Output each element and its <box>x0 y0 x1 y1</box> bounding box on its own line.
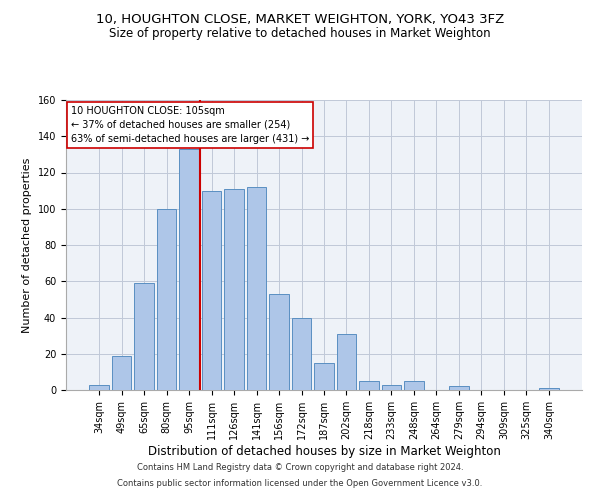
Y-axis label: Number of detached properties: Number of detached properties <box>22 158 32 332</box>
Text: Size of property relative to detached houses in Market Weighton: Size of property relative to detached ho… <box>109 28 491 40</box>
Text: 10, HOUGHTON CLOSE, MARKET WEIGHTON, YORK, YO43 3FZ: 10, HOUGHTON CLOSE, MARKET WEIGHTON, YOR… <box>96 12 504 26</box>
Bar <box>157 209 176 390</box>
Bar <box>539 388 559 390</box>
Bar <box>179 149 199 390</box>
Bar <box>224 189 244 390</box>
Bar <box>359 381 379 390</box>
Bar <box>247 187 266 390</box>
Bar <box>382 384 401 390</box>
Text: Contains public sector information licensed under the Open Government Licence v3: Contains public sector information licen… <box>118 478 482 488</box>
Bar <box>314 363 334 390</box>
Bar <box>89 384 109 390</box>
Bar <box>202 190 221 390</box>
Bar <box>292 318 311 390</box>
X-axis label: Distribution of detached houses by size in Market Weighton: Distribution of detached houses by size … <box>148 444 500 458</box>
Text: Contains HM Land Registry data © Crown copyright and database right 2024.: Contains HM Land Registry data © Crown c… <box>137 464 463 472</box>
Bar <box>134 283 154 390</box>
Bar <box>449 386 469 390</box>
Bar <box>112 356 131 390</box>
Bar <box>404 381 424 390</box>
Bar <box>337 334 356 390</box>
Text: 10 HOUGHTON CLOSE: 105sqm
← 37% of detached houses are smaller (254)
63% of semi: 10 HOUGHTON CLOSE: 105sqm ← 37% of detac… <box>71 106 310 144</box>
Bar <box>269 294 289 390</box>
